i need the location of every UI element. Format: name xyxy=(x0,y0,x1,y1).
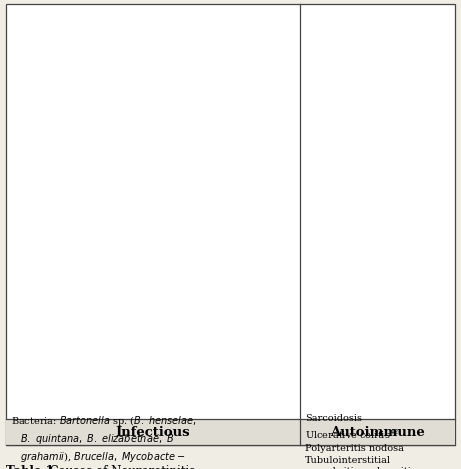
Bar xyxy=(6,419,455,445)
Text: Causes of Neuroretinitis: Causes of Neuroretinitis xyxy=(46,465,195,469)
Text: Autoimmune: Autoimmune xyxy=(330,425,425,439)
Text: Table 1.: Table 1. xyxy=(6,465,58,469)
Text: Bacteria: $\it{Bartonella}$ sp. ($\it{B.\ henselae,}$
   $\it{B.\ quintana,\ B.\: Bacteria: $\it{Bartonella}$ sp. ($\it{B.… xyxy=(11,414,196,469)
Text: Infectious: Infectious xyxy=(116,425,190,439)
Text: Sarcoidosis
Ulcerative colitis$^{42}$
Polyarteritis nodosa
Tubulointerstitial
  : Sarcoidosis Ulcerative colitis$^{42}$ Po… xyxy=(305,414,416,469)
